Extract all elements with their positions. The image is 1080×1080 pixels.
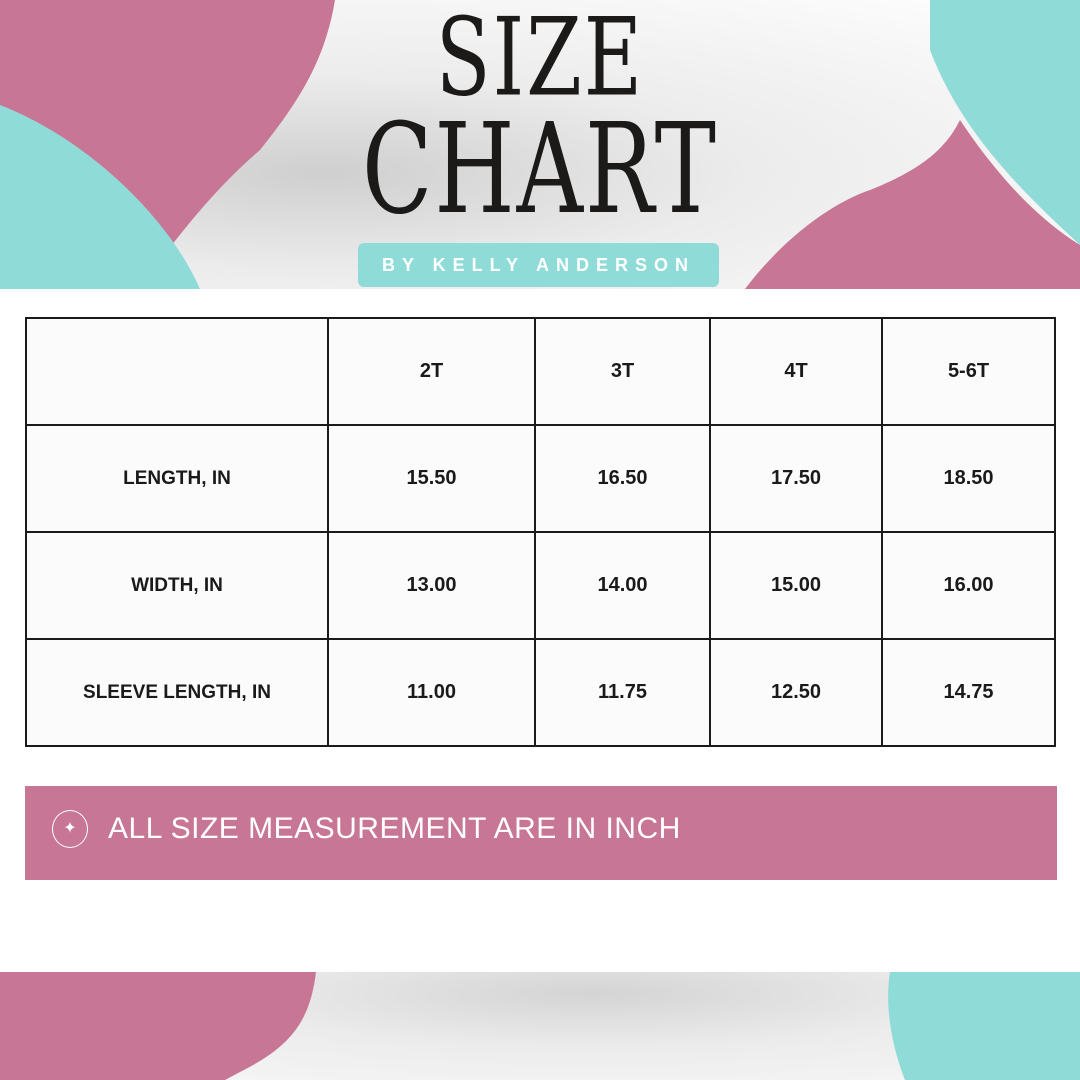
table-row: WIDTH, IN 13.00 14.00 15.00 16.00 xyxy=(25,531,1056,640)
table-row: SLEEVE LENGTH, IN 11.00 11.75 12.50 14.7… xyxy=(25,638,1056,747)
table-cell: 18.50 xyxy=(881,424,1056,533)
table-cell: 11.75 xyxy=(534,638,711,747)
table-cell: 16.50 xyxy=(534,424,711,533)
column-header: 2T xyxy=(327,317,536,426)
footer-image xyxy=(0,972,1080,1080)
column-header: 5-6T xyxy=(881,317,1056,426)
size-table: 2T 3T 4T 5-6T LENGTH, IN 15.50 16.50 17.… xyxy=(25,317,1056,747)
row-label: SLEEVE LENGTH, IN xyxy=(25,638,329,747)
table-row: LENGTH, IN 15.50 16.50 17.50 18.50 xyxy=(25,424,1056,533)
row-label: WIDTH, IN xyxy=(25,531,329,640)
column-header: 4T xyxy=(709,317,883,426)
decorative-shapes-bottom xyxy=(0,972,1080,1080)
table-header-row: 2T 3T 4T 5-6T xyxy=(25,317,1056,426)
note-banner: ✦ ALL SIZE MEASUREMENT ARE IN INCH xyxy=(25,786,1057,880)
table-cell: 11.00 xyxy=(327,638,536,747)
column-header: 3T xyxy=(534,317,711,426)
table-cell: 14.00 xyxy=(534,531,711,640)
table-cell: 16.00 xyxy=(881,531,1056,640)
header-banner: SIZE CHART BY KELLY ANDERSON xyxy=(0,0,1080,289)
title-size: SIZE xyxy=(435,0,645,121)
table-cell: 13.00 xyxy=(327,531,536,640)
note-text: ALL SIZE MEASUREMENT ARE IN INCH xyxy=(108,812,681,845)
corner-cell xyxy=(25,317,329,426)
title-chart: CHART xyxy=(361,97,719,242)
table-cell: 15.50 xyxy=(327,424,536,533)
table-cell: 15.00 xyxy=(709,531,883,640)
table-cell: 17.50 xyxy=(709,424,883,533)
decorative-shapes xyxy=(0,0,1080,289)
table-cell: 12.50 xyxy=(709,638,883,747)
sparkle-icon: ✦ xyxy=(52,810,88,848)
byline-badge: BY KELLY ANDERSON xyxy=(358,243,719,287)
row-label: LENGTH, IN xyxy=(25,424,329,533)
table-cell: 14.75 xyxy=(881,638,1056,747)
